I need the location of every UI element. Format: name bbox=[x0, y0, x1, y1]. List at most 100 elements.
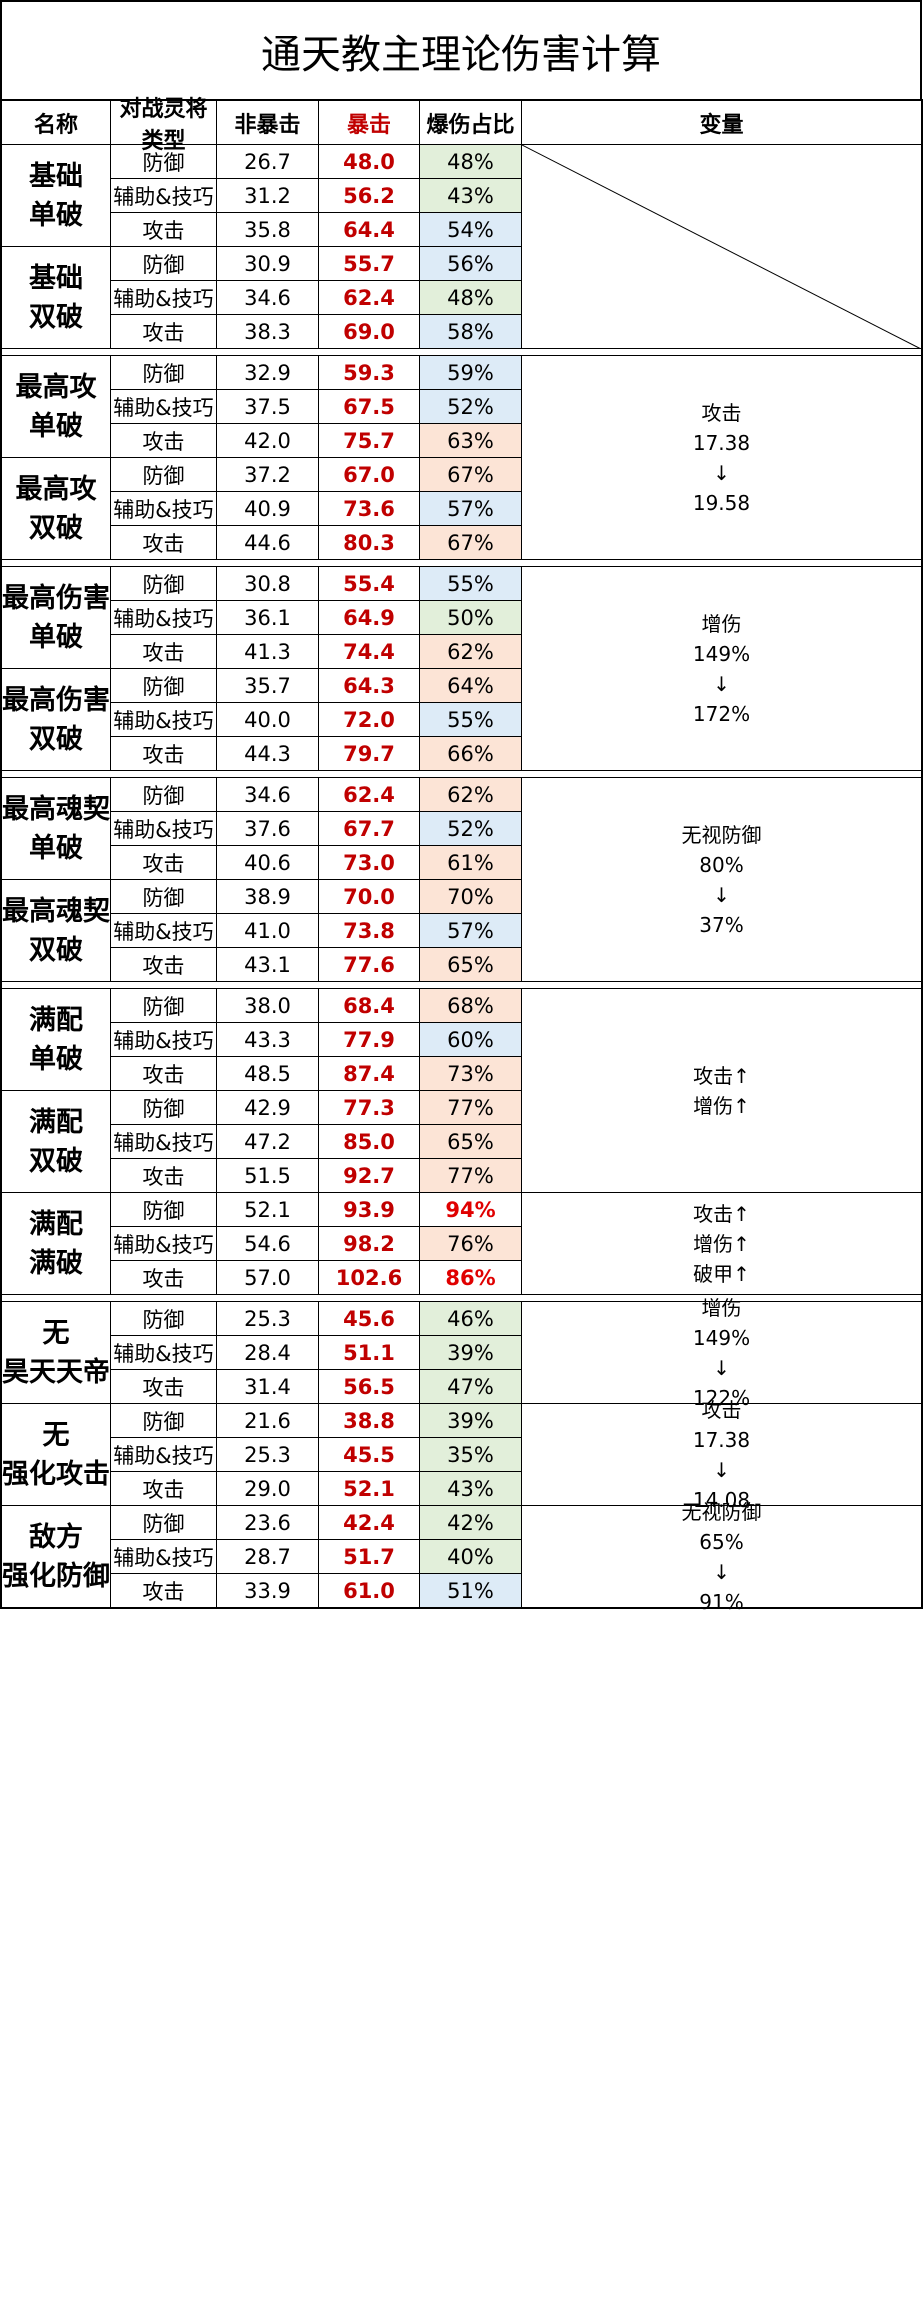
cell-crit-damage: 67.5 bbox=[319, 390, 420, 424]
cell-normal-damage: 29.0 bbox=[217, 1472, 319, 1506]
cell-crit-damage: 77.9 bbox=[319, 1023, 420, 1057]
cell-unit-type: 辅助&技巧 bbox=[111, 492, 217, 526]
variable-line: 攻击↑ bbox=[693, 1201, 750, 1226]
block-name-line: 单破 bbox=[29, 832, 83, 864]
cell-normal-damage: 41.0 bbox=[217, 914, 319, 948]
cell-unit-type: 攻击 bbox=[111, 526, 217, 560]
cell-unit-type: 攻击 bbox=[111, 213, 217, 247]
block-name-line: 强化攻击 bbox=[2, 1458, 110, 1490]
cell-unit-type: 防御 bbox=[111, 1193, 217, 1227]
cell-unit-type: 攻击 bbox=[111, 948, 217, 982]
cell-normal-damage: 36.1 bbox=[217, 601, 319, 635]
cell-crit-ratio: 70% bbox=[420, 880, 522, 914]
block-name-line: 最高伤害 bbox=[2, 582, 110, 614]
cell-normal-damage: 43.3 bbox=[217, 1023, 319, 1057]
block-name-line: 满配 bbox=[29, 1208, 83, 1240]
block-name-line: 单破 bbox=[29, 199, 83, 231]
block-name: 无昊天天帝 bbox=[0, 1302, 111, 1404]
cell-unit-type: 防御 bbox=[111, 145, 217, 179]
cell-unit-type: 辅助&技巧 bbox=[111, 1023, 217, 1057]
cell-normal-damage: 44.3 bbox=[217, 737, 319, 771]
cell-crit-damage: 70.0 bbox=[319, 880, 420, 914]
variable-line: 14.08 bbox=[692, 1487, 751, 1512]
cell-crit-ratio: 43% bbox=[420, 1472, 522, 1506]
block-name-line: 单破 bbox=[29, 410, 83, 442]
cell-crit-damage: 73.8 bbox=[319, 914, 420, 948]
cell-crit-damage: 87.4 bbox=[319, 1057, 420, 1091]
block-name-line: 敌方 bbox=[29, 1521, 83, 1553]
cell-normal-damage: 31.2 bbox=[217, 179, 319, 213]
block-name: 满配 满破 bbox=[0, 1193, 111, 1295]
cell-crit-ratio: 62% bbox=[420, 778, 522, 812]
group-separator bbox=[0, 349, 923, 356]
cell-crit-ratio: 62% bbox=[420, 635, 522, 669]
cell-crit-damage: 62.4 bbox=[319, 778, 420, 812]
cell-crit-ratio: 52% bbox=[420, 812, 522, 846]
variable-line: 增伤↑ bbox=[693, 1231, 750, 1256]
variable-cell: 攻击↑ 增伤↑ 破甲↑ bbox=[522, 1193, 923, 1295]
variable-line: 无视防御 bbox=[681, 1499, 762, 1524]
cell-crit-ratio: 54% bbox=[420, 213, 522, 247]
variable-cell: 攻击↑ 增伤↑ bbox=[522, 989, 923, 1193]
cell-unit-type: 攻击 bbox=[111, 424, 217, 458]
cell-unit-type: 攻击 bbox=[111, 1159, 217, 1193]
variable-line: 149% bbox=[692, 641, 751, 666]
cell-crit-ratio: 67% bbox=[420, 458, 522, 492]
cell-crit-ratio: 58% bbox=[420, 315, 522, 349]
cell-unit-type: 攻击 bbox=[111, 1574, 217, 1608]
variable-line: 攻击↑ bbox=[693, 1063, 750, 1088]
variable-cell: 无视防御 65% ↓ 91% bbox=[522, 1500, 923, 1614]
block-name-line: 最高攻 bbox=[15, 473, 97, 505]
block-name: 最高攻 双破 bbox=[0, 458, 111, 560]
block-name-line: 双破 bbox=[29, 512, 83, 544]
cell-crit-ratio: 50% bbox=[420, 601, 522, 635]
header-normal: 非暴击 bbox=[217, 101, 319, 145]
cell-unit-type: 辅助&技巧 bbox=[111, 812, 217, 846]
block-name-line: 最高魂契 bbox=[2, 793, 110, 825]
cell-unit-type: 攻击 bbox=[111, 737, 217, 771]
cell-normal-damage: 37.6 bbox=[217, 812, 319, 846]
cell-normal-damage: 30.8 bbox=[217, 567, 319, 601]
group-separator bbox=[0, 1295, 923, 1302]
block-name-line: 满破 bbox=[29, 1247, 83, 1279]
cell-normal-damage: 21.6 bbox=[217, 1404, 319, 1438]
block-name-line: 最高攻 bbox=[15, 371, 97, 403]
cell-unit-type: 辅助&技巧 bbox=[111, 179, 217, 213]
cell-normal-damage: 34.6 bbox=[217, 778, 319, 812]
cell-crit-damage: 72.0 bbox=[319, 703, 420, 737]
cell-crit-ratio: 60% bbox=[420, 1023, 522, 1057]
cell-crit-ratio: 39% bbox=[420, 1336, 522, 1370]
block-name: 最高魂契 双破 bbox=[0, 880, 111, 982]
cell-crit-ratio: 40% bbox=[420, 1540, 522, 1574]
cell-unit-type: 防御 bbox=[111, 778, 217, 812]
cell-normal-damage: 31.4 bbox=[217, 1370, 319, 1404]
sheet-title: 通天教主理论伤害计算 bbox=[0, 0, 922, 100]
cell-normal-damage: 38.3 bbox=[217, 315, 319, 349]
header-name: 名称 bbox=[0, 101, 111, 145]
cell-crit-damage: 59.3 bbox=[319, 356, 420, 390]
cell-crit-damage: 92.7 bbox=[319, 1159, 420, 1193]
group-separator bbox=[0, 771, 923, 778]
cell-normal-damage: 42.0 bbox=[217, 424, 319, 458]
block-name-line: 满配 bbox=[29, 1106, 83, 1138]
cell-crit-ratio: 46% bbox=[420, 1302, 522, 1336]
block-name-line: 最高伤害 bbox=[2, 684, 110, 716]
cell-unit-type: 攻击 bbox=[111, 1057, 217, 1091]
diagonal-slash bbox=[522, 145, 922, 349]
cell-crit-ratio: 77% bbox=[420, 1091, 522, 1125]
cell-crit-ratio: 61% bbox=[420, 846, 522, 880]
cell-crit-damage: 68.4 bbox=[319, 989, 420, 1023]
cell-unit-type: 辅助&技巧 bbox=[111, 1227, 217, 1261]
cell-normal-damage: 57.0 bbox=[217, 1261, 319, 1295]
cell-unit-type: 防御 bbox=[111, 989, 217, 1023]
cell-crit-ratio: 68% bbox=[420, 989, 522, 1023]
diagonal-line bbox=[522, 145, 922, 349]
variable-line: 攻击 bbox=[701, 1397, 742, 1422]
variable-cell: 无视防御 80% ↓ 37% bbox=[522, 778, 923, 982]
variable-cell: 增伤 149% ↓ 172% bbox=[522, 567, 923, 771]
block-name-line: 双破 bbox=[29, 1145, 83, 1177]
cell-unit-type: 辅助&技巧 bbox=[111, 1540, 217, 1574]
cell-normal-damage: 40.6 bbox=[217, 846, 319, 880]
